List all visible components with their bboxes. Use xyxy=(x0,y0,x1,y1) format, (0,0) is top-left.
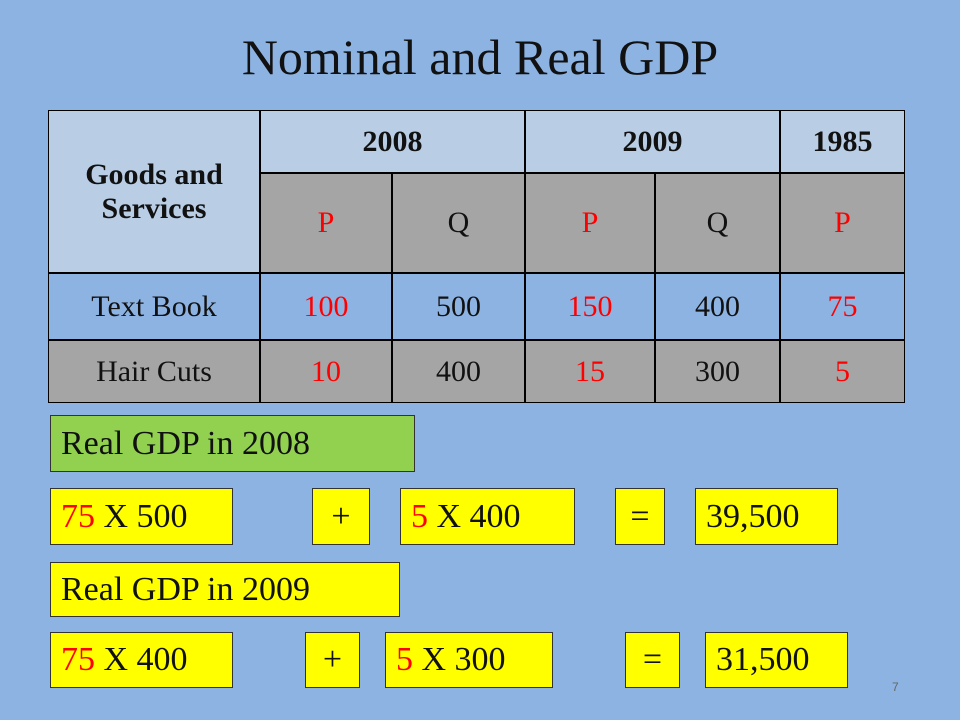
calc-term: 75 X 400 xyxy=(50,632,233,688)
price: 5 xyxy=(396,641,413,678)
subheader-cell: Q xyxy=(392,173,525,273)
header-cell: Goods and Services xyxy=(48,110,260,273)
subheader-cell: P xyxy=(260,173,392,273)
header-cell: 2008 xyxy=(260,110,525,173)
table-cell: 15 xyxy=(525,340,655,403)
table-cell: Hair Cuts xyxy=(48,340,260,403)
price: 5 xyxy=(411,497,428,535)
table-cell: 400 xyxy=(655,273,780,340)
subheader-cell: P xyxy=(525,173,655,273)
page-number: 7 xyxy=(892,680,899,694)
calc-term: 5 X 400 xyxy=(400,488,575,545)
subheader-cell: P xyxy=(780,173,905,273)
table-cell: 400 xyxy=(392,340,525,403)
quantity: X 400 xyxy=(436,497,521,535)
table-cell: 75 xyxy=(780,273,905,340)
calc-label: Real GDP in 2008 xyxy=(50,415,415,472)
result: 31,500 xyxy=(705,632,848,688)
equals-sign: = xyxy=(615,488,665,545)
price: 75 xyxy=(61,641,95,678)
plus-sign: + xyxy=(312,488,370,545)
price: 75 xyxy=(61,497,95,535)
table-cell: 500 xyxy=(392,273,525,340)
table-cell: 10 xyxy=(260,340,392,403)
result: 39,500 xyxy=(695,488,838,545)
subheader-cell: Q xyxy=(655,173,780,273)
plus-sign: + xyxy=(305,632,360,688)
table-cell: 300 xyxy=(655,340,780,403)
calc-label: Real GDP in 2009 xyxy=(50,562,400,617)
table-cell: 150 xyxy=(525,273,655,340)
calc-term: 75 X 500 xyxy=(50,488,233,545)
table-cell: 5 xyxy=(780,340,905,403)
quantity: X 400 xyxy=(103,641,188,678)
quantity: X 300 xyxy=(421,641,506,678)
table-cell: 100 xyxy=(260,273,392,340)
table-cell: Text Book xyxy=(48,273,260,340)
equals-sign: = xyxy=(625,632,680,688)
header-cell: 2009 xyxy=(525,110,780,173)
header-cell: 1985 xyxy=(780,110,905,173)
slide-title: Nominal and Real GDP xyxy=(241,29,719,85)
calc-term: 5 X 300 xyxy=(385,632,553,688)
quantity: X 500 xyxy=(103,497,188,535)
